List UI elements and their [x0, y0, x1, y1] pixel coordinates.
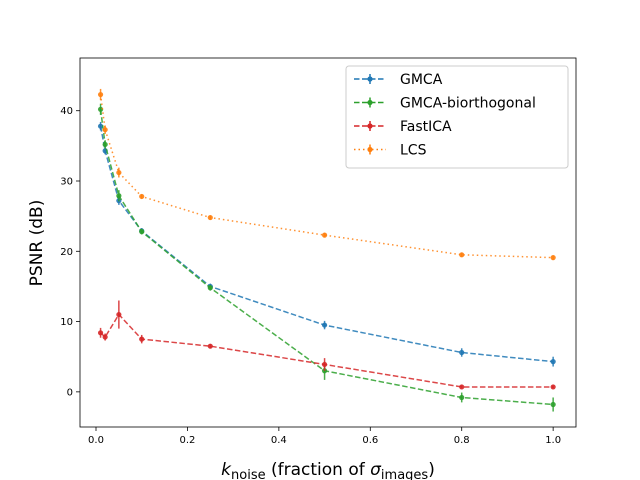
- x-tick-label: 1.0: [545, 435, 561, 446]
- data-point-fastica: [116, 311, 122, 318]
- data-point-fastica: [207, 343, 213, 349]
- x-tick-label: 0.6: [362, 435, 378, 446]
- x-axis-title-rest: (fraction of: [266, 460, 371, 480]
- data-point-lcs: [97, 91, 104, 98]
- data-point-gmca-biorthogonal: [139, 229, 145, 235]
- data-point-lcs: [321, 232, 328, 238]
- legend-marker-gmca: [367, 76, 373, 82]
- series-fastica: [97, 300, 556, 390]
- y-tick-label: 30: [60, 177, 73, 188]
- y-tick-label: 10: [60, 317, 73, 328]
- data-point-gmca-biorthogonal: [550, 401, 556, 408]
- x-axis-title: knoise (fraction of σimages): [221, 460, 435, 480]
- data-point-gmca-biorthogonal: [116, 193, 122, 199]
- x-axis-title-close: ): [428, 460, 435, 480]
- series-lcs: [97, 88, 556, 261]
- x-axis-title-sub: noise: [231, 468, 266, 480]
- legend-label-gmca: GMCA: [400, 72, 443, 88]
- data-point-lcs: [102, 127, 108, 133]
- series-line-lcs: [99, 94, 554, 259]
- y-tick-label: 20: [60, 247, 73, 258]
- y-tick-label: 40: [60, 106, 73, 117]
- x-axis-title-main: k: [221, 460, 232, 480]
- x-tick-label: 0.8: [454, 435, 470, 446]
- series-gmca-biorthogonal: [97, 103, 556, 412]
- data-point-lcs: [459, 252, 465, 258]
- legend-marker-fastica: [367, 123, 373, 129]
- data-point-fastica: [97, 330, 104, 336]
- x-tick-label: 0.2: [179, 435, 195, 446]
- data-point-lcs: [207, 214, 213, 221]
- data-point-fastica: [139, 336, 145, 342]
- data-point-gmca: [459, 349, 465, 356]
- series-line-gmca-biorthogonal: [99, 109, 554, 406]
- data-point-fastica: [102, 334, 108, 340]
- data-point-gmca: [321, 322, 328, 328]
- data-point-gmca: [550, 359, 556, 365]
- x-axis-ticks: 0.0 0.2 0.4 0.6 0.8 1.0: [88, 427, 561, 446]
- data-point-fastica: [459, 384, 465, 390]
- data-point-fastica: [321, 361, 328, 368]
- legend-label-fastica: FastICA: [400, 119, 452, 135]
- legend-marker-lcs: [367, 146, 373, 153]
- data-point-lcs: [116, 169, 122, 176]
- x-tick-label: 0.4: [271, 435, 287, 446]
- legend-marker-gmca-biorthogonal: [367, 99, 373, 106]
- data-point-gmca-biorthogonal: [207, 285, 213, 291]
- x-axis-title-sigma-sub: images: [381, 468, 428, 480]
- legend-box: [345, 65, 569, 169]
- y-axis-title: PSNR (dB): [27, 200, 47, 287]
- series-layer: [97, 88, 556, 412]
- legend: GMCA GMCA-biorthogonal FastICA LCS: [345, 65, 569, 169]
- data-point-lcs: [139, 193, 145, 200]
- data-point-gmca-biorthogonal: [102, 141, 108, 148]
- data-point-gmca-biorthogonal: [459, 394, 465, 401]
- x-tick-label: 0.0: [88, 435, 104, 446]
- data-point-gmca: [97, 123, 104, 129]
- legend-label-lcs: LCS: [400, 143, 427, 159]
- plot-frame: [79, 57, 577, 428]
- legend-label-gmca-biorthogonal: GMCA-biorthogonal: [400, 96, 536, 112]
- data-point-lcs: [550, 255, 556, 261]
- y-tick-label: 0: [67, 387, 73, 398]
- x-axis-title-sigma: σ: [370, 460, 382, 480]
- y-axis-ticks: 0 10 20 30 40: [60, 106, 80, 398]
- series-line-gmca: [99, 126, 554, 363]
- data-point-fastica: [550, 384, 556, 390]
- series-line-fastica: [100, 313, 554, 388]
